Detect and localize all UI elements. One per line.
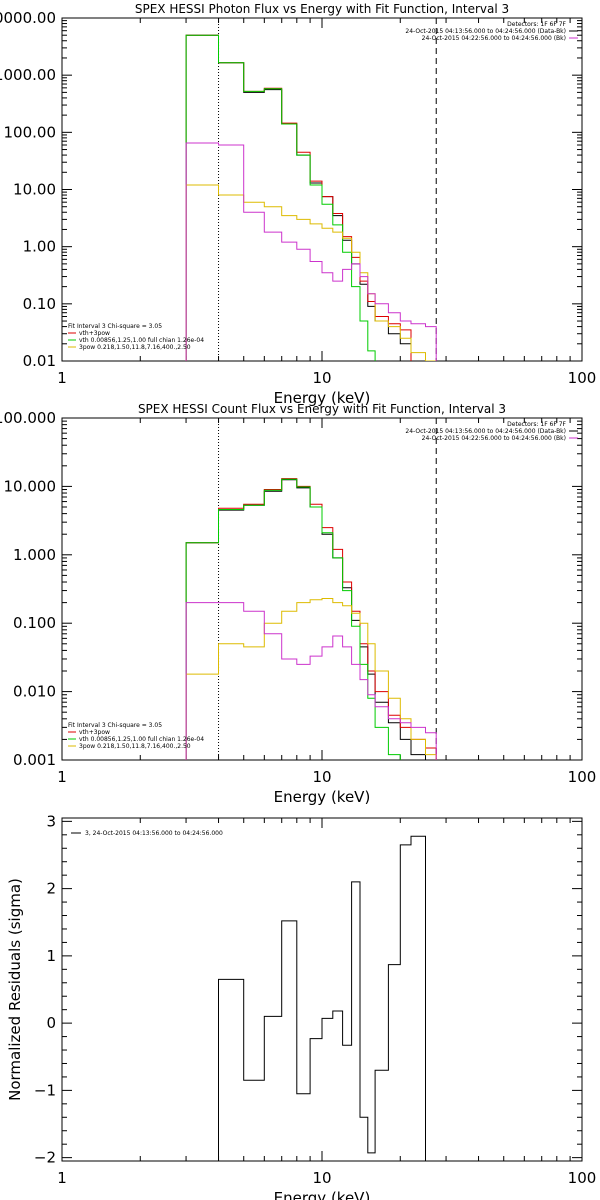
series-1-step-line <box>185 34 412 361</box>
legend-entry: Detectors: 1F 6F 7F <box>507 21 566 28</box>
y-tick-label: −2 <box>34 1149 56 1167</box>
y-tick-label: 1.000 <box>13 546 56 564</box>
x-tick-label: 1 <box>57 768 67 786</box>
plot-frame <box>61 417 583 761</box>
x-tick-label: 10 <box>312 1169 331 1187</box>
x-tick-label: 10 <box>312 369 331 387</box>
legend-bottom-left: Fit Interval 3 Chi-square = 3.05vth+3pow… <box>68 722 204 750</box>
legend-bottom-left: Fit Interval 3 Chi-square = 3.05vth+3pow… <box>68 323 204 351</box>
legend-entry: Fit Interval 3 Chi-square = 3.05 <box>68 323 162 330</box>
y-tick-label: 1.00 <box>23 238 56 256</box>
legend-entry: 24-Oct-2015 04:22:56.000 to 04:24:56.000… <box>422 35 566 42</box>
x-axis-title: Energy (keV) <box>274 788 371 806</box>
plot-area <box>185 418 437 760</box>
chart-panel-2: SPEX HESSI Count Flux vs Energy with Fit… <box>0 402 596 806</box>
x-tick-label: 1 <box>57 369 67 387</box>
chart-title: SPEX HESSI Photon Flux vs Energy with Fi… <box>135 2 509 16</box>
plot-area <box>218 835 426 1161</box>
x-tick-label: 1 <box>57 1169 67 1187</box>
y-tick-label: 3 <box>46 812 56 830</box>
y-tick-label: 0.100 <box>13 614 56 632</box>
series-3-step-line <box>185 34 376 361</box>
legend-entry: vth 0.00856,1.25,1.00 full chian 1.26e-0… <box>79 337 204 344</box>
y-tick-label: 10.000 <box>4 477 57 495</box>
y-tick-label: 0.10 <box>23 295 56 313</box>
y-tick-label: 10.00 <box>13 181 56 199</box>
x-tick-label: 100 <box>568 1169 597 1187</box>
y-tick-label: 0000.00 <box>0 9 56 27</box>
series-4-step-line <box>185 598 437 760</box>
y-tick-label: 0.010 <box>13 683 56 701</box>
legend-entry: vth+3pow <box>79 729 110 736</box>
legend-entry: Detectors: 1F 6F 7F <box>507 421 566 428</box>
y-tick-label: 100.00 <box>4 123 57 141</box>
series-3-step-line <box>185 478 401 760</box>
y-tick-label: −1 <box>34 1081 56 1099</box>
series-2-step-line <box>185 34 412 361</box>
series-4-step-line <box>185 184 437 361</box>
x-axis-title: Energy (keV) <box>274 389 371 407</box>
plot-frame <box>61 817 583 1162</box>
y-tick-label: 1 <box>46 947 56 965</box>
series-5-step-line <box>185 602 437 760</box>
y-tick-label: 0 <box>46 1014 56 1032</box>
legend-entry: 24-Oct-2015 04:13:56.000 to 04:24:56.000… <box>405 28 566 35</box>
y-tick-label: 100.000 <box>0 409 56 427</box>
legend-entry: 3pow 0.218,1.50,11.8,7.16,400.,2.50 <box>79 344 191 351</box>
y-tick-label: 0.001 <box>13 751 56 769</box>
series-1-step-line <box>218 835 426 1161</box>
y-tick-label: 2 <box>46 880 56 898</box>
legend-entry: Fit Interval 3 Chi-square = 3.05 <box>68 722 162 729</box>
series-5-step-line <box>185 142 437 361</box>
series-1-step-line <box>185 479 437 760</box>
legend-entry: 24-Oct-2015 04:22:56.000 to 04:24:56.000… <box>422 435 566 442</box>
legend-entry: 3pow 0.218,1.50,11.8,7.16,400.,2.50 <box>79 743 191 750</box>
x-axis-title: Energy (keV) <box>274 1189 371 1200</box>
chart-panel-1: SPEX HESSI Photon Flux vs Energy with Fi… <box>0 2 596 407</box>
y-axis-title: Normalized Residuals (sigma) <box>6 878 24 1101</box>
y-tick-label: 0.01 <box>23 352 56 370</box>
legend-entry: vth+3pow <box>79 330 110 337</box>
x-tick-label: 10 <box>312 768 331 786</box>
plot-area <box>185 18 437 361</box>
chart-title: SPEX HESSI Count Flux vs Energy with Fit… <box>138 402 506 416</box>
legend-entry: 24-Oct-2015 04:13:56.000 to 04:24:56.000… <box>405 428 566 435</box>
legend-entry: vth 0.00856,1.25,1.00 full chian 1.26e-0… <box>79 736 204 743</box>
y-tick-label: 1000.00 <box>0 66 56 84</box>
x-tick-label: 100 <box>568 768 597 786</box>
x-tick-label: 100 <box>568 369 597 387</box>
legend-entry: 3, 24-Oct-2015 04:13:56.000 to 04:24:56.… <box>85 830 223 837</box>
series-2-step-line <box>185 478 437 760</box>
